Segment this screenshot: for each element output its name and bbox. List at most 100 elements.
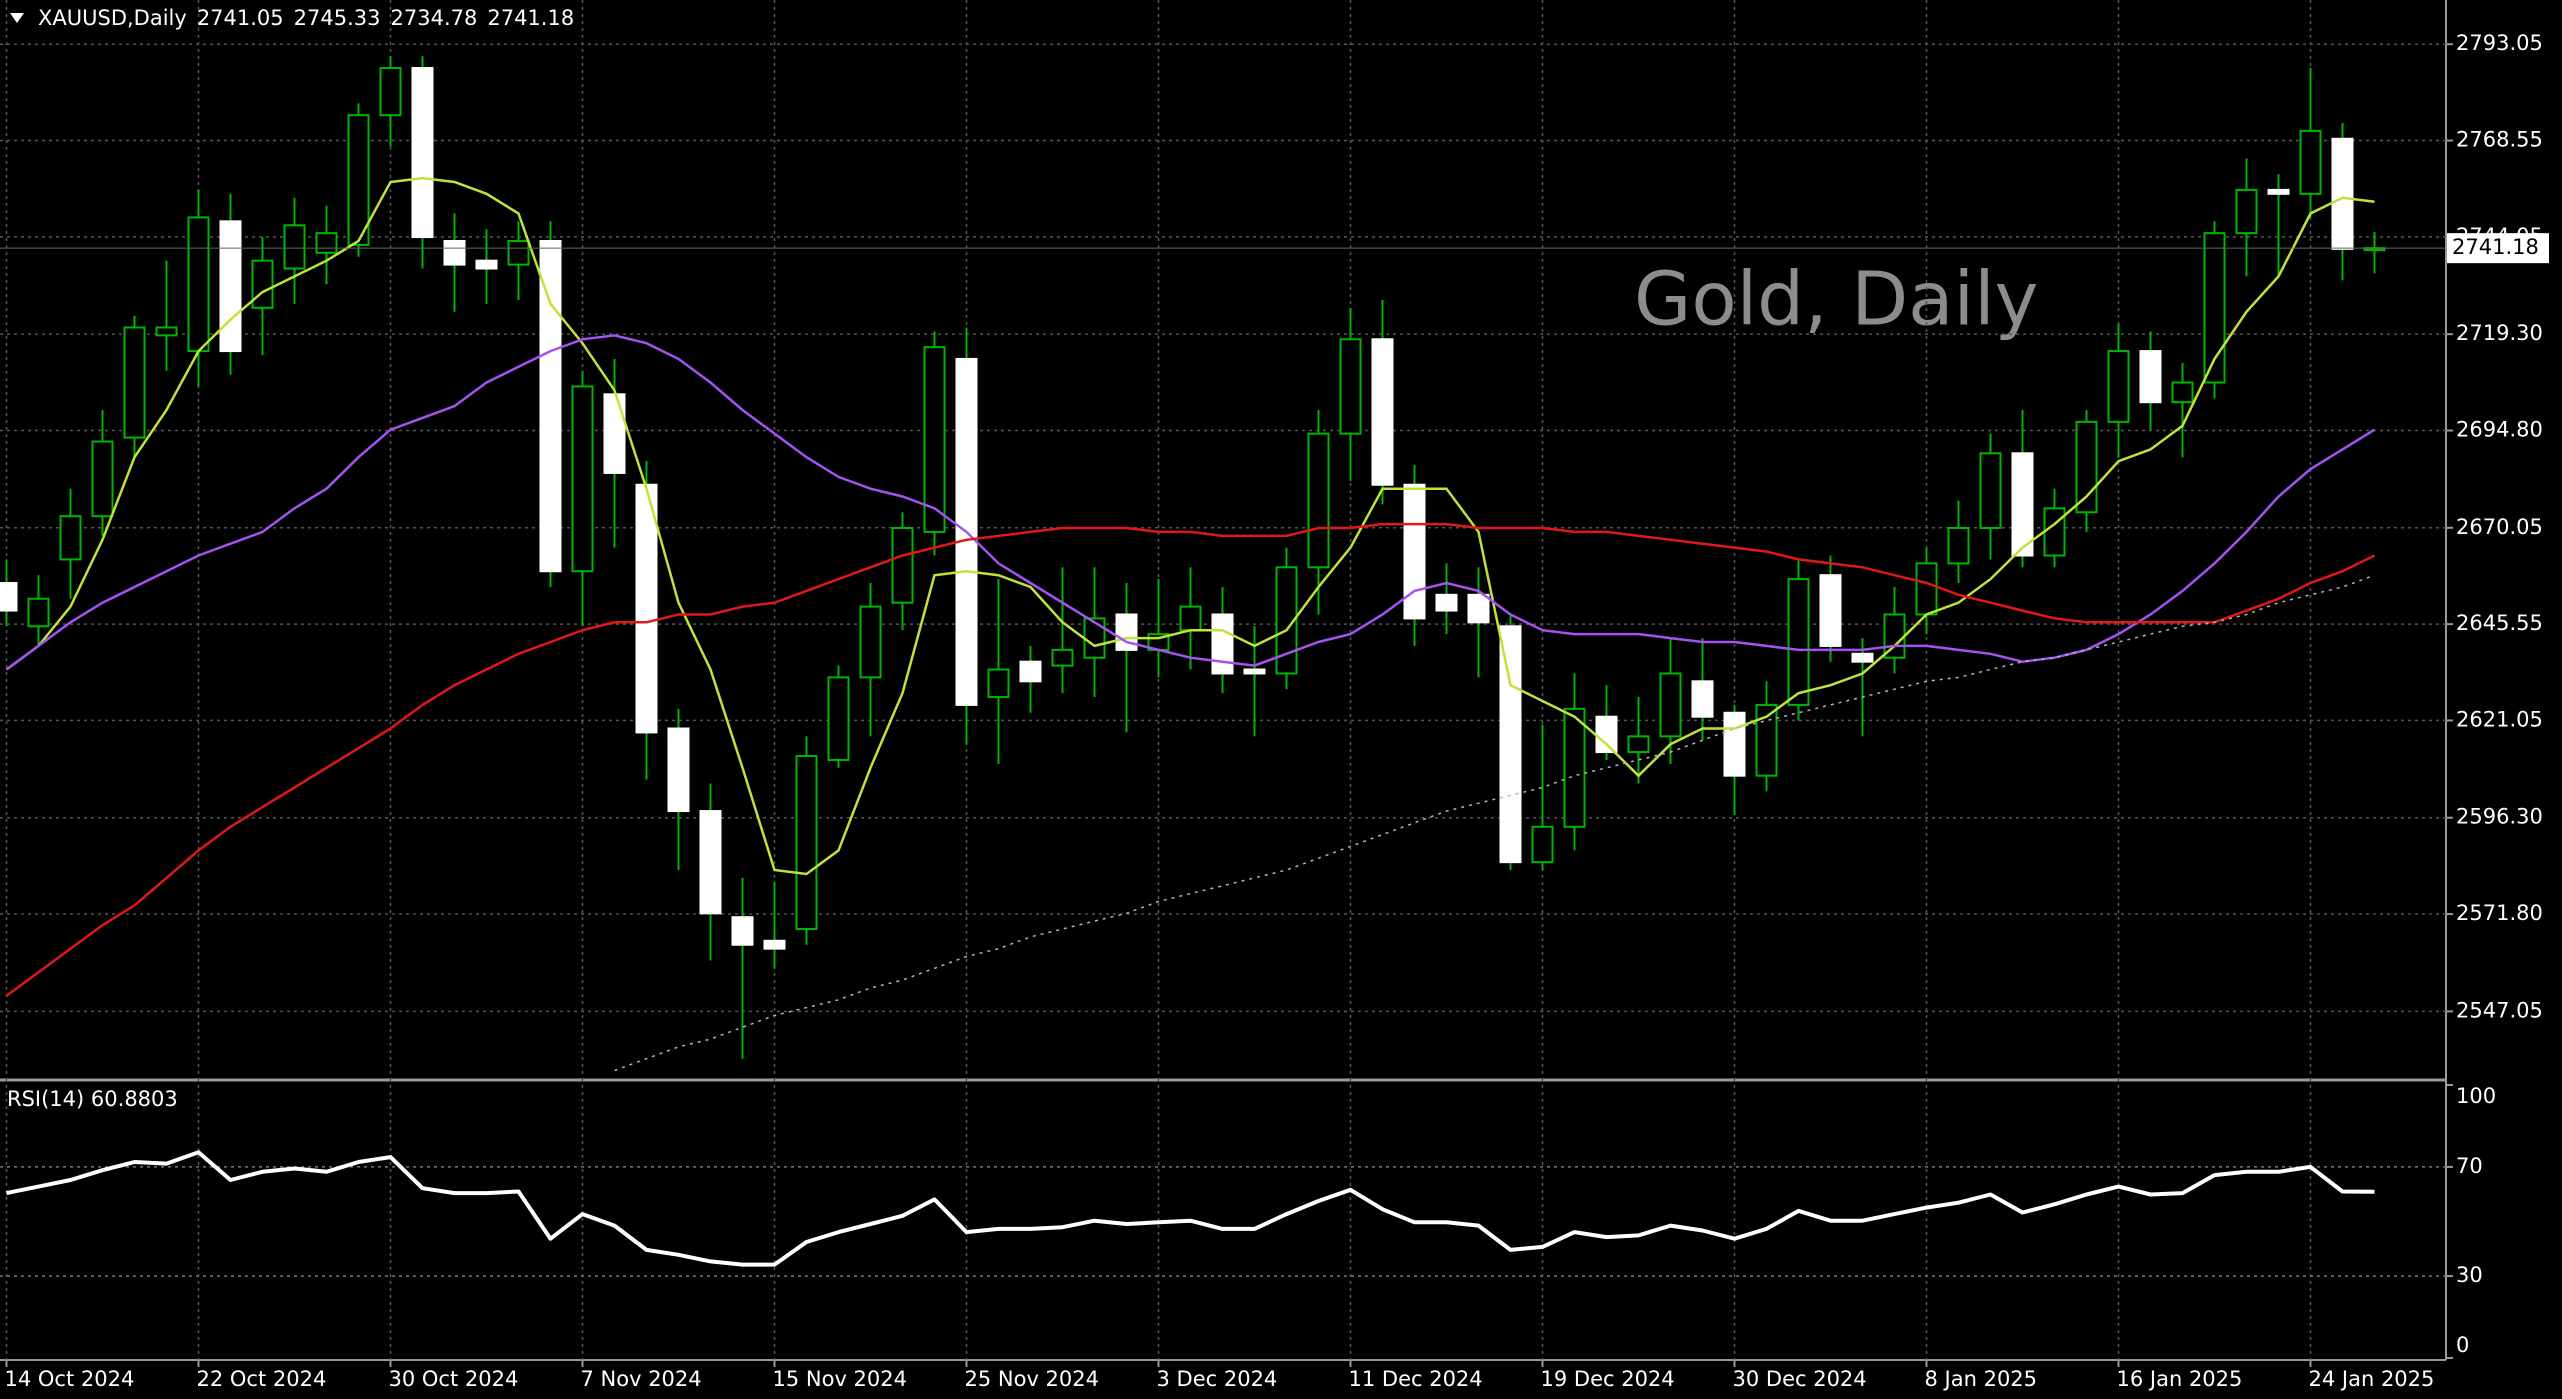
candle-body (347, 114, 370, 246)
moving-average (5, 334, 2376, 671)
menu-arrow[interactable] (10, 13, 24, 23)
rsi-value: 60.8803 (91, 1087, 178, 1111)
y-tick-label: 2645.55 (2456, 611, 2543, 635)
y-tick-label: 2670.05 (2456, 515, 2543, 539)
candle-body (27, 597, 50, 628)
rsi-line (6, 1150, 2375, 1267)
candle-body (2171, 381, 2194, 404)
x-tick-label: 30 Dec 2024 (1733, 1367, 1867, 1391)
y-tick-label: 2768.55 (2456, 128, 2543, 152)
symbol: XAUUSD,Daily (38, 6, 187, 30)
candle-body (795, 755, 818, 930)
candle-body (1179, 605, 1202, 632)
candle-body (1275, 566, 1298, 675)
candle-body (923, 346, 946, 533)
candle-body (539, 239, 562, 573)
candle-body (667, 727, 690, 813)
last-high: 2745.33 (293, 6, 381, 30)
y-tick-label: 2719.30 (2456, 321, 2543, 345)
candle-body (1915, 562, 1938, 616)
candle-body (2107, 350, 2130, 423)
price-box (2447, 233, 2549, 264)
x-tick-label: 8 Jan 2025 (1925, 1367, 2038, 1391)
candle-body (2299, 129, 2322, 195)
candle-body (1243, 668, 1266, 675)
candle-body (1563, 707, 1586, 828)
moving-average (5, 176, 2375, 876)
x-tick-label: 22 Oct 2024 (197, 1367, 327, 1391)
candle-body (2139, 350, 2162, 404)
candle-body (763, 939, 786, 950)
candle-body (411, 67, 434, 239)
candle-body (699, 810, 722, 915)
candle-body (1435, 593, 1458, 612)
candle-body (1659, 672, 1682, 738)
y-tick-label: 2571.80 (2456, 901, 2543, 925)
x-tick-label: 24 Jan 2025 (2309, 1367, 2435, 1391)
watermark: Gold, Daily (1634, 257, 2038, 343)
candle-body (2267, 188, 2290, 195)
candle-body (571, 385, 594, 573)
candle-body (443, 239, 466, 266)
candle-body (1115, 613, 1138, 651)
candle-body (1595, 715, 1618, 754)
candle-body (1947, 526, 1970, 565)
y-tick-label: 100 (2456, 1084, 2496, 1108)
candle-body (1531, 825, 1554, 864)
moving-average (614, 574, 2375, 1072)
candle-body (603, 393, 626, 474)
candle-body (2011, 452, 2034, 557)
x-tick-label: 3 Dec 2024 (1157, 1367, 1278, 1391)
last-low: 2734.78 (390, 6, 478, 30)
x-tick-label: 30 Oct 2024 (389, 1367, 519, 1391)
candle-body (859, 605, 882, 679)
candle-body (219, 220, 242, 353)
candle-body (475, 259, 498, 270)
x-tick-label: 11 Dec 2024 (1349, 1367, 1483, 1391)
candle-body (1371, 338, 1394, 486)
candle-body (1851, 652, 1874, 663)
candle-body (635, 483, 658, 734)
candle-body (1051, 648, 1074, 667)
candle-body (827, 676, 850, 761)
candle-body (987, 668, 1010, 699)
last-open: 2741.05 (196, 6, 284, 30)
candle-body (2075, 420, 2098, 514)
candle-body (0, 582, 18, 612)
candle-body (1307, 432, 1330, 569)
candle-body (1979, 452, 2002, 529)
candle-body (1627, 735, 1650, 754)
candle-body (2043, 507, 2066, 557)
candle-body (379, 67, 402, 117)
y-tick-label: 2596.30 (2456, 805, 2543, 829)
price-box-label: 2741.18 (2452, 235, 2539, 259)
candle-body (1467, 593, 1490, 624)
candle-body (187, 216, 210, 353)
candle-body (123, 326, 146, 439)
y-tick-label: 0 (2456, 1333, 2469, 1357)
y-tick-label: 2621.05 (2456, 707, 2543, 731)
y-tick-label: 2694.80 (2456, 417, 2543, 441)
candle-body (1787, 578, 1810, 706)
y-tick-label: 70 (2456, 1154, 2483, 1178)
candle-body (891, 526, 914, 604)
candle-body (283, 224, 306, 270)
candle-body (2331, 137, 2354, 250)
candle-body (507, 239, 530, 266)
candle-body (91, 440, 114, 518)
x-tick-label: 15 Nov 2024 (773, 1367, 908, 1391)
candle-body (251, 259, 274, 309)
candle-body (1211, 613, 1234, 675)
rsi-name: RSI(14) (7, 1087, 84, 1111)
x-tick-label: 25 Nov 2024 (965, 1367, 1100, 1391)
last-close: 2741.18 (487, 6, 575, 30)
x-tick-label: 7 Nov 2024 (581, 1367, 702, 1391)
candle-body (1339, 338, 1362, 435)
candle-body (1019, 660, 1042, 683)
candle-body (1083, 617, 1106, 659)
candle-body (155, 326, 178, 337)
moving-average (5, 522, 2376, 997)
